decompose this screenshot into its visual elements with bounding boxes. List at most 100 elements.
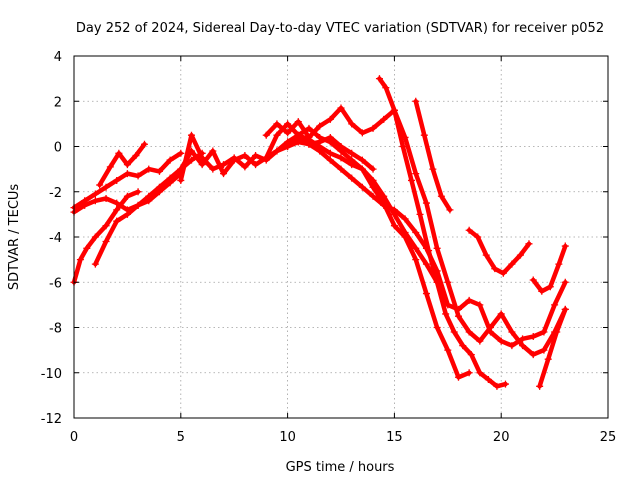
data-point-marker: [412, 244, 420, 252]
x-tick-label: 20: [493, 430, 510, 445]
data-point-marker: [546, 283, 554, 291]
data-point-marker: [145, 165, 153, 173]
data-point-marker: [273, 131, 281, 139]
data-point-marker: [123, 161, 131, 169]
data-point-marker: [380, 201, 388, 209]
data-point-marker: [561, 242, 569, 250]
data-point-marker: [177, 176, 185, 184]
data-point-marker: [262, 131, 270, 139]
data-point-marker: [380, 115, 388, 123]
data-point-marker: [91, 260, 99, 268]
axis-ticks: 0 5 10 15 20 25 -12 -10 -8 -6 -4 -2 0 2 4: [41, 50, 617, 445]
data-point-marker: [140, 140, 148, 148]
data-point-marker: [474, 233, 482, 241]
data-point-marker: [454, 373, 462, 381]
data-point-marker: [519, 335, 527, 343]
series-line: [263, 121, 472, 380]
data-point-marker: [508, 342, 516, 350]
data-point-marker: [499, 269, 507, 277]
series-track-14: [529, 242, 569, 295]
data-point-marker: [76, 256, 84, 264]
data-point-marker: [284, 143, 292, 150]
data-point-marker: [382, 84, 390, 92]
data-point-marker: [476, 369, 484, 377]
data-point-marker: [422, 199, 430, 207]
data-point-marker: [540, 328, 548, 336]
data-point-marker: [491, 265, 499, 273]
data-point-marker: [209, 165, 217, 173]
data-point-marker: [476, 337, 484, 345]
data-point-marker: [102, 222, 110, 230]
data-point-marker: [102, 195, 110, 203]
data-point-marker: [465, 226, 473, 234]
data-point-marker: [508, 328, 516, 336]
data-point-marker: [113, 199, 121, 207]
data-point-marker: [166, 156, 174, 164]
data-point-marker: [482, 251, 490, 259]
data-point-marker: [113, 206, 121, 214]
data-point-marker: [390, 206, 398, 214]
data-point-marker: [166, 179, 174, 187]
data-point-marker: [262, 154, 270, 162]
data-point-marker: [209, 147, 217, 155]
data-point-marker: [106, 163, 114, 171]
data-point-marker: [273, 120, 281, 128]
x-tick-label: 0: [70, 430, 78, 445]
data-point-marker: [465, 296, 473, 304]
data-point-marker: [358, 183, 366, 191]
data-point-marker: [198, 161, 206, 169]
data-point-marker: [102, 238, 110, 246]
data-point-marker: [422, 290, 430, 298]
chart-title: Day 252 of 2024, Sidereal Day-to-day VTE…: [76, 21, 604, 36]
data-point-marker: [348, 149, 356, 157]
data-series: [70, 75, 569, 390]
data-point-marker: [538, 287, 546, 295]
series-track-12: [412, 97, 454, 214]
data-point-marker: [493, 382, 501, 390]
data-point-marker: [529, 276, 537, 284]
data-point-marker: [96, 181, 104, 189]
data-point-marker: [284, 129, 292, 137]
y-tick-label: -2: [49, 186, 62, 201]
data-point-marker: [348, 120, 356, 128]
data-point-marker: [422, 260, 430, 268]
data-point-marker: [487, 324, 495, 331]
data-point-marker: [155, 167, 163, 175]
data-point-marker: [420, 131, 428, 139]
data-point-marker: [454, 312, 462, 320]
data-point-marker: [102, 183, 110, 191]
data-point-marker: [497, 337, 505, 345]
data-point-marker: [134, 201, 142, 209]
data-point-marker: [91, 190, 99, 198]
x-tick-label: 5: [177, 430, 185, 445]
data-point-marker: [337, 104, 345, 112]
data-point-marker: [326, 156, 334, 164]
data-point-marker: [390, 222, 398, 230]
data-point-marker: [326, 149, 334, 157]
series-track-8: [262, 120, 473, 381]
data-point-marker: [529, 333, 537, 341]
data-point-marker: [508, 260, 516, 268]
y-tick-label: 4: [54, 50, 62, 65]
data-point-marker: [113, 176, 121, 184]
data-point-marker: [294, 118, 302, 126]
data-point-marker: [273, 147, 281, 155]
data-point-marker: [433, 278, 441, 286]
series-track-1: [70, 149, 185, 212]
y-axis-label: SDTVAR / TECUs: [7, 184, 22, 291]
data-point-marker: [450, 328, 458, 336]
data-point-marker: [425, 247, 433, 255]
data-point-marker: [442, 310, 450, 318]
data-point-marker: [305, 124, 313, 132]
data-point-marker: [155, 188, 163, 196]
data-point-marker: [412, 256, 420, 264]
series-line: [97, 141, 147, 188]
data-point-marker: [177, 165, 185, 173]
data-point-marker: [241, 163, 249, 171]
data-point-marker: [401, 215, 409, 223]
data-point-marker: [187, 131, 195, 139]
y-tick-label: 0: [54, 141, 62, 156]
data-point-marker: [230, 156, 238, 164]
data-point-marker: [134, 188, 142, 196]
data-point-marker: [326, 115, 334, 123]
